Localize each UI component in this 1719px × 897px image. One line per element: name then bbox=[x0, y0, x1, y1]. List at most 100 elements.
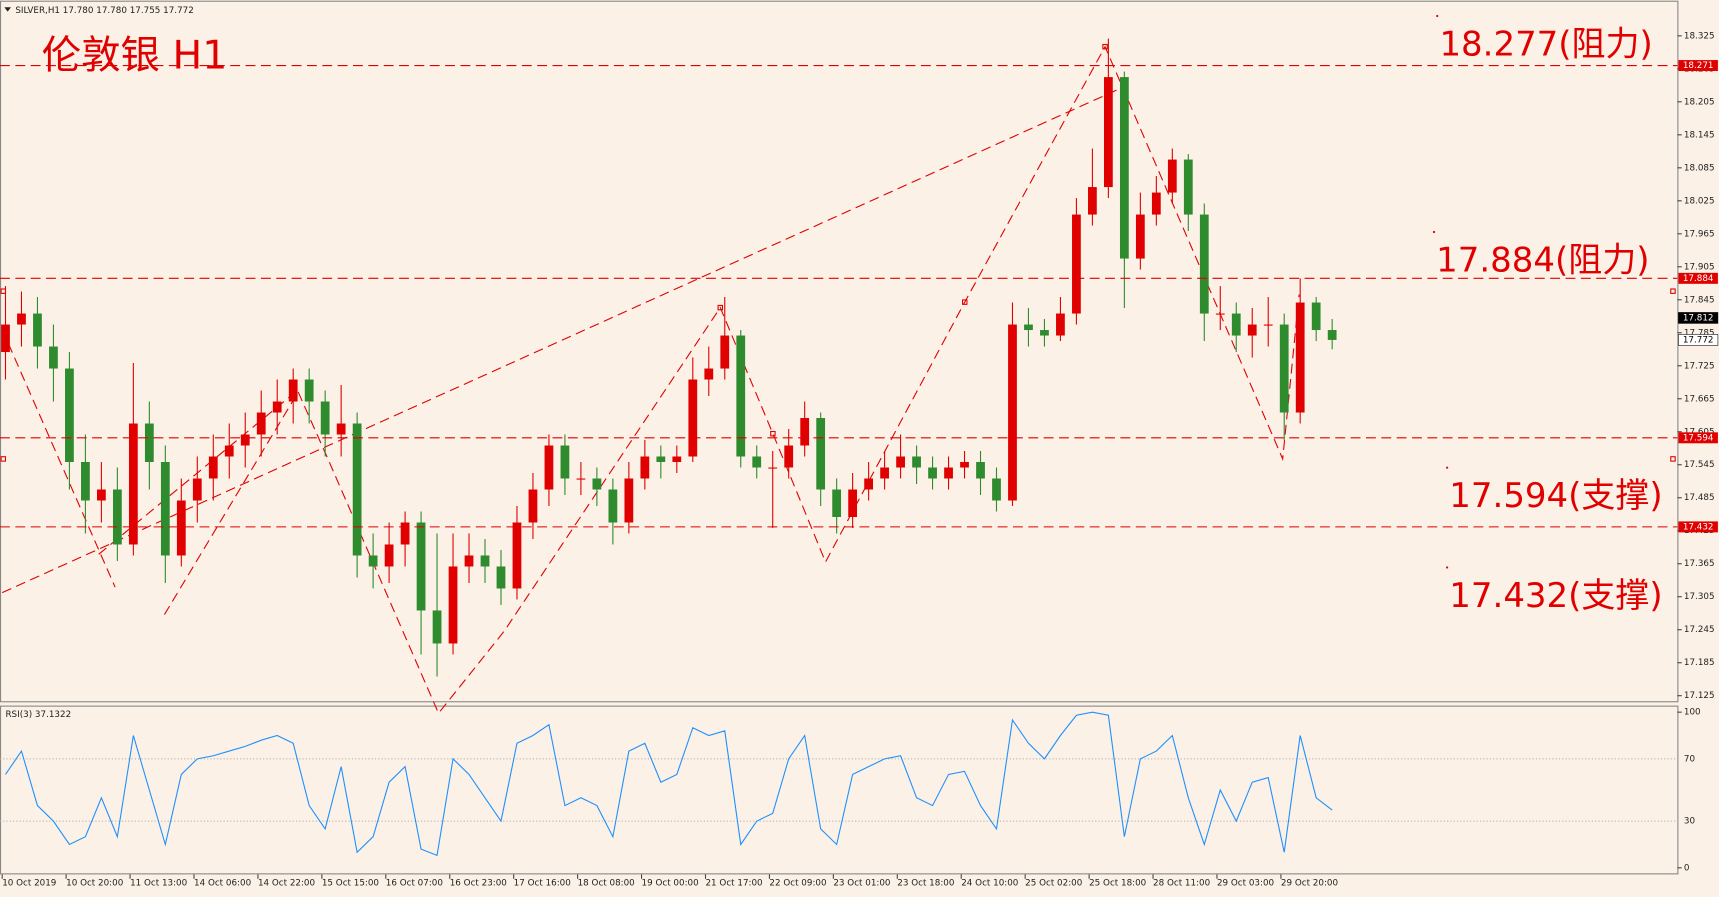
candle-body bbox=[848, 489, 858, 517]
x-tick-label: 22 Oct 09:00 bbox=[769, 879, 826, 889]
x-tick-label: 28 Oct 11:00 bbox=[1153, 879, 1210, 889]
annotation-dot bbox=[1436, 14, 1439, 18]
candle-body bbox=[864, 478, 874, 490]
price-marker-box bbox=[1678, 312, 1719, 324]
candle-body bbox=[65, 368, 74, 463]
header: SILVER,H1 17.780 17.780 17.755 17.772 bbox=[15, 6, 193, 16]
candle-body bbox=[17, 313, 26, 325]
candle-body bbox=[672, 456, 682, 463]
level-box bbox=[1678, 521, 1718, 533]
rsi-label: RSI(3) 37.1322 bbox=[5, 710, 71, 720]
x-tick-label: 10 Oct 20:00 bbox=[66, 879, 123, 889]
candle-body bbox=[464, 555, 474, 567]
y-tick-label: 17.785 bbox=[1684, 328, 1715, 338]
rsi-tick-label: 30 bbox=[1684, 817, 1695, 827]
y-tick-label: 17.965 bbox=[1684, 229, 1715, 239]
y-tick-label: 17.725 bbox=[1684, 361, 1715, 371]
candle-body bbox=[720, 335, 730, 369]
level-label: 18.271 bbox=[1683, 61, 1714, 71]
candle-body bbox=[928, 467, 937, 479]
x-tick-label: 10 Oct 2019 bbox=[2, 879, 56, 889]
level-box bbox=[1678, 432, 1718, 444]
candle-body bbox=[416, 522, 426, 611]
candle-body bbox=[256, 412, 266, 435]
candle-body bbox=[320, 401, 330, 435]
chart-title: 伦敦银 H1 bbox=[42, 33, 228, 79]
candle-body bbox=[176, 500, 186, 556]
candle-body bbox=[528, 489, 538, 523]
x-tick-label: 16 Oct 23:00 bbox=[450, 879, 507, 889]
x-tick-label: 25 Oct 02:00 bbox=[1025, 879, 1082, 889]
candle-body bbox=[1183, 159, 1193, 215]
rsi-tick-label: 70 bbox=[1684, 754, 1695, 764]
candle-body bbox=[33, 313, 42, 347]
y-tick-label: 17.845 bbox=[1684, 295, 1715, 305]
candle-body bbox=[112, 489, 122, 545]
x-tick-label: 16 Oct 07:00 bbox=[386, 879, 443, 889]
annotation-dot bbox=[1432, 230, 1436, 234]
candle-body bbox=[224, 445, 234, 457]
candle-body bbox=[49, 346, 58, 369]
candle-body bbox=[768, 467, 778, 469]
candle-body bbox=[752, 456, 762, 468]
candle-body bbox=[1056, 313, 1065, 336]
rsi-tick-label: 0 bbox=[1684, 863, 1690, 873]
candle-body bbox=[144, 423, 154, 463]
candle-body bbox=[304, 379, 314, 402]
candle-body bbox=[976, 462, 985, 479]
candle-body bbox=[640, 456, 650, 479]
price-marker-label: 17.812 bbox=[1683, 313, 1714, 323]
main-panel bbox=[0, 0, 1679, 703]
price-marker-box bbox=[1678, 334, 1719, 346]
candle-body bbox=[1311, 302, 1321, 331]
level-box bbox=[1678, 60, 1718, 72]
candle-body bbox=[1103, 77, 1113, 188]
y-tick-label: 18.205 bbox=[1684, 97, 1715, 107]
candle-body bbox=[592, 478, 602, 490]
candle-body bbox=[1088, 187, 1097, 215]
candle-body bbox=[1327, 330, 1337, 340]
candle-body bbox=[880, 467, 889, 479]
candle-body bbox=[512, 522, 522, 589]
y-tick-label: 17.485 bbox=[1684, 493, 1715, 503]
candle-body bbox=[784, 445, 794, 468]
menu-icon bbox=[4, 7, 11, 12]
candle-body bbox=[944, 467, 953, 479]
candle-body bbox=[480, 555, 490, 567]
y-tick-label: 17.365 bbox=[1684, 559, 1715, 569]
candle-body bbox=[704, 368, 714, 380]
y-tick-label: 18.325 bbox=[1684, 31, 1715, 41]
candle-body bbox=[352, 423, 362, 556]
candle-body bbox=[160, 462, 170, 556]
annotation: 17.884(阻力) bbox=[1436, 240, 1649, 280]
candle-body bbox=[432, 610, 442, 644]
x-tick-label: 15 Oct 15:00 bbox=[322, 879, 379, 889]
y-tick-label: 18.085 bbox=[1684, 163, 1715, 173]
candle-body bbox=[1295, 302, 1305, 413]
annotation: 18.277(阻力) bbox=[1439, 24, 1652, 64]
candle-body bbox=[1167, 159, 1177, 193]
candle-body bbox=[832, 489, 842, 517]
candle-body bbox=[560, 445, 570, 479]
level-box bbox=[1678, 272, 1718, 284]
candle-body bbox=[1119, 77, 1129, 259]
y-tick-label: 17.185 bbox=[1684, 658, 1715, 668]
candle-body bbox=[1024, 324, 1033, 331]
candle-body bbox=[496, 566, 506, 589]
candle-body bbox=[896, 456, 905, 468]
price-marker-label: 17.772 bbox=[1683, 335, 1714, 345]
x-tick-label: 11 Oct 13:00 bbox=[130, 879, 187, 889]
candle-body bbox=[816, 418, 826, 490]
candle-body bbox=[97, 489, 106, 501]
rsi-panel bbox=[0, 705, 1679, 875]
y-tick-label: 18.025 bbox=[1684, 196, 1715, 206]
y-tick-label: 17.545 bbox=[1684, 460, 1715, 470]
candle-body bbox=[448, 566, 458, 644]
candle-body bbox=[1247, 324, 1257, 336]
candle-body bbox=[1072, 214, 1081, 314]
candle-body bbox=[128, 423, 138, 545]
candle-body bbox=[192, 478, 202, 501]
level-label: 17.594 bbox=[1683, 433, 1714, 443]
